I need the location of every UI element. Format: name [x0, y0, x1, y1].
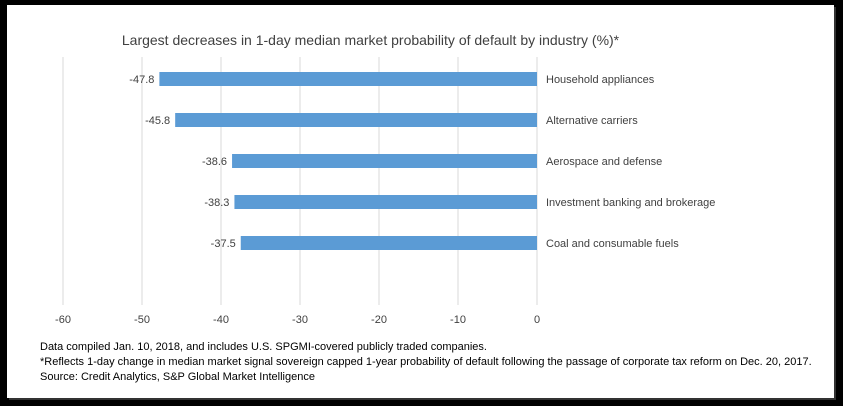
- bar: [175, 113, 537, 127]
- footnotes: Data compiled Jan. 10, 2018, and include…: [40, 340, 812, 385]
- category-label: Alternative carriers: [546, 115, 638, 127]
- note-methodology: *Reflects 1-day change in median market …: [40, 356, 812, 368]
- category-label: Coal and consumable fuels: [546, 238, 679, 250]
- data-label: -38.3: [204, 197, 229, 209]
- note-data-compiled: Data compiled Jan. 10, 2018, and include…: [40, 341, 487, 353]
- bar: [232, 154, 537, 168]
- data-label: -45.8: [145, 115, 170, 127]
- data-label: -47.8: [129, 74, 154, 86]
- x-tick-label: -10: [450, 314, 466, 326]
- note-source: Source: Credit Analytics, S&P Global Mar…: [40, 371, 315, 383]
- x-tick-label: 0: [534, 314, 540, 326]
- bar: [234, 195, 537, 209]
- category-label: Household appliances: [546, 74, 655, 86]
- x-tick-label: -50: [134, 314, 150, 326]
- bar-chart: -60 -50 -40 -30 -20 -10 0 -47.8 Household applia…: [55, 57, 715, 326]
- category-label: Aerospace and defense: [546, 156, 662, 168]
- data-label: -37.5: [211, 238, 236, 250]
- chart-title-wrap: Largest decreases in 1-day median market…: [7, 32, 834, 48]
- chart-title: Largest decreases in 1-day median market…: [121, 32, 620, 48]
- category-label: Investment banking and brokerage: [546, 197, 715, 209]
- x-tick-label: -60: [55, 314, 71, 326]
- bar: [240, 236, 537, 250]
- x-tick-label: -30: [292, 314, 308, 326]
- x-tick-label: -20: [371, 314, 387, 326]
- chart-frame: Largest decreases in 1-day median market…: [7, 5, 834, 398]
- bar: [159, 72, 537, 86]
- x-tick-label: -40: [213, 314, 229, 326]
- data-label: -38.6: [202, 156, 227, 168]
